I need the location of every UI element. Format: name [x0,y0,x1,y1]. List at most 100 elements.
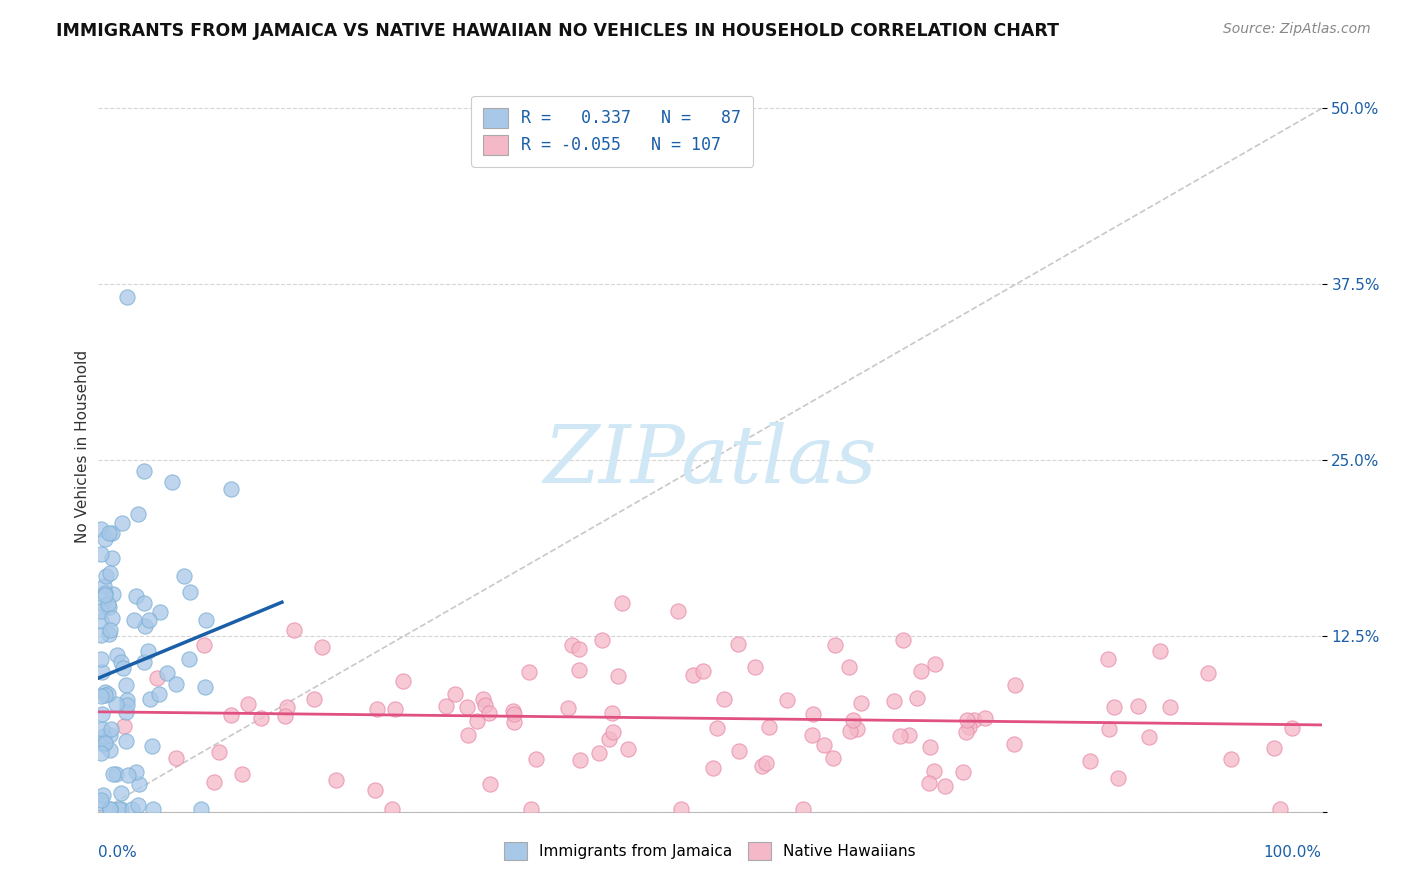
Point [90,735,112,749]
Point [311,640,333,655]
Point [101,611,124,625]
Point [160,475,183,489]
Point [801,728,824,742]
Point [276,699,298,714]
Point [957,720,980,734]
Point [90,522,112,536]
Point [179,584,201,599]
Point [434,698,457,713]
Point [478,777,501,791]
Point [838,659,860,673]
Point [922,764,945,779]
Point [101,525,124,540]
Point [1107,771,1129,785]
Point [1268,802,1291,816]
Point [194,613,217,627]
Point [952,765,974,780]
Point [90,722,112,736]
Point [1102,700,1125,714]
Point [824,638,846,652]
Point [1098,722,1121,736]
Point [457,728,479,742]
Point [249,711,271,725]
Point [910,664,932,678]
Point [219,482,242,496]
Point [727,637,749,651]
Point [1281,721,1303,735]
Point [132,595,155,609]
Point [94,569,117,583]
Point [607,669,630,683]
Point [98,627,121,641]
Point [610,597,633,611]
Point [381,802,404,816]
Point [190,802,212,816]
Point [93,736,115,750]
Point [91,737,114,751]
Point [231,766,253,780]
Point [792,802,814,816]
Text: IMMIGRANTS FROM JAMAICA VS NATIVE HAWAIIAN NO VEHICLES IN HOUSEHOLD CORRELATION : IMMIGRANTS FROM JAMAICA VS NATIVE HAWAII… [56,22,1059,40]
Point [588,747,610,761]
Point [165,677,187,691]
Point [955,725,977,739]
Point [591,633,613,648]
Point [1004,677,1026,691]
Point [471,692,494,706]
Point [138,613,160,627]
Point [90,651,112,665]
Point [128,776,150,790]
Point [98,802,121,816]
Point [173,569,195,583]
Point [97,687,120,701]
Point [517,665,540,679]
Point [98,728,121,742]
Point [115,734,138,748]
Point [127,797,149,812]
Point [94,589,117,603]
Text: Source: ZipAtlas.com: Source: ZipAtlas.com [1223,22,1371,37]
Point [1159,700,1181,714]
Point [274,709,297,723]
Point [136,643,159,657]
Point [366,701,388,715]
Point [283,624,305,638]
Point [91,665,114,679]
Point [891,632,914,647]
Point [193,638,215,652]
Point [115,290,138,304]
Point [474,698,496,713]
Point [148,687,170,701]
Point [117,768,139,782]
Point [751,759,773,773]
Text: 100.0%: 100.0% [1264,845,1322,860]
Point [142,802,165,816]
Point [1002,737,1025,751]
Point [132,464,155,478]
Point [97,600,120,615]
Point [569,753,592,767]
Point [97,598,120,612]
Y-axis label: No Vehicles in Household: No Vehicles in Household [75,350,90,542]
Point [103,767,125,781]
Point [1097,652,1119,666]
Point [325,772,347,787]
Point [219,707,242,722]
Point [94,533,117,547]
Legend: Immigrants from Jamaica, Native Hawaiians: Immigrants from Jamaica, Native Hawaiian… [498,836,922,866]
Point [456,699,478,714]
Point [568,642,591,657]
Point [1197,665,1219,680]
Point [568,663,591,677]
Point [141,739,163,753]
Point [115,678,138,692]
Point [94,688,117,702]
Point [101,587,124,601]
Point [139,691,162,706]
Point [727,744,749,758]
Point [803,707,825,722]
Point [238,698,260,712]
Point [956,713,979,727]
Point [90,615,112,629]
Point [194,681,217,695]
